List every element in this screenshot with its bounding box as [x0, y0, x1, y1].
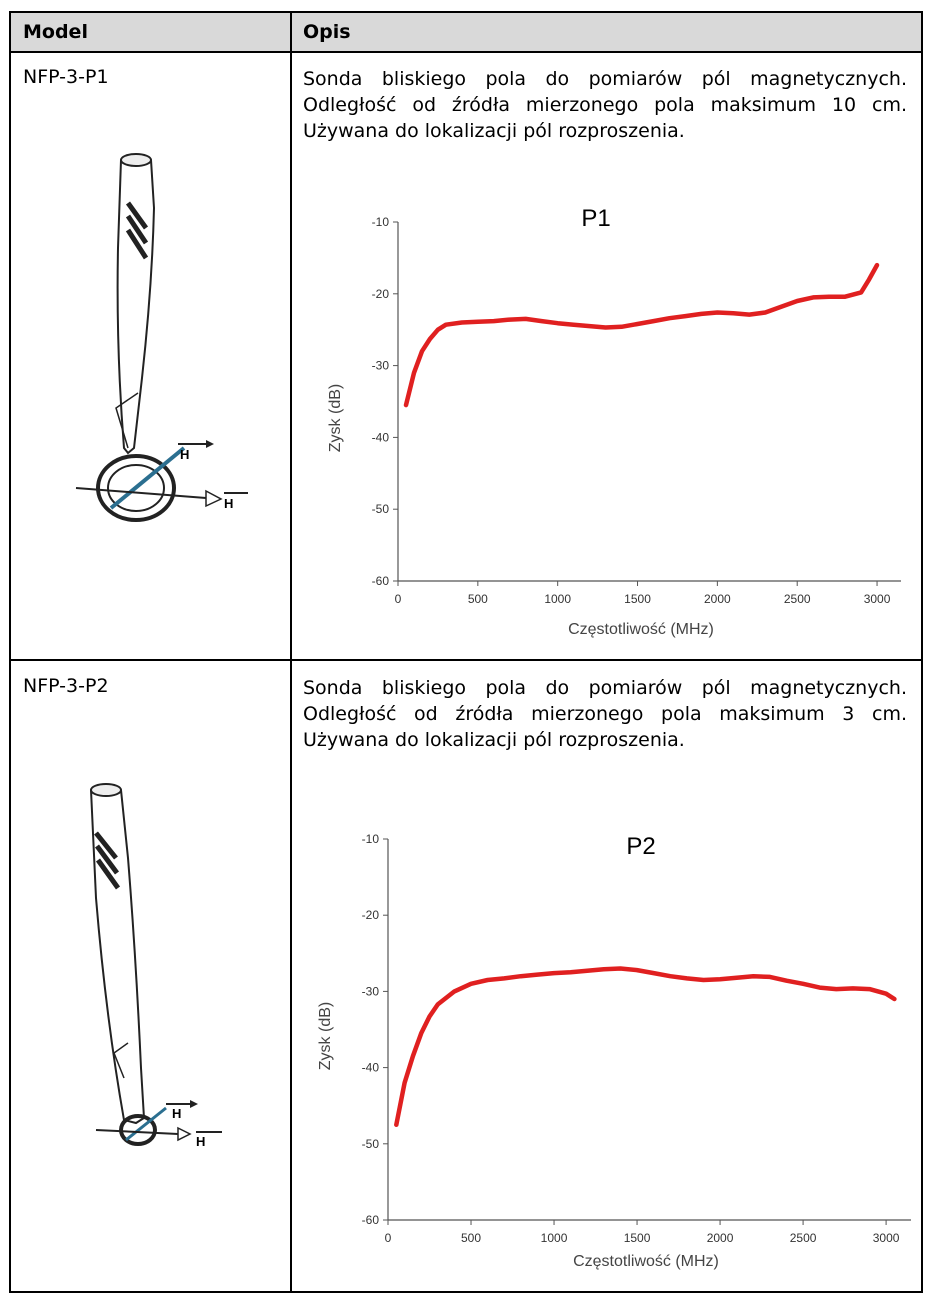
- x-axis-label: Częstotliwość (MHz): [573, 1253, 719, 1270]
- x-tick-label: 1500: [624, 1231, 651, 1245]
- probe-loop: [95, 1100, 198, 1146]
- probe-handle: [89, 783, 146, 1125]
- row-2-description: Sonda bliskiego pola do pomiarów pól mag…: [303, 677, 907, 751]
- x-tick-label: 1000: [541, 1231, 568, 1245]
- probe-loop: [75, 440, 223, 522]
- x-tick-label: 0: [385, 1231, 392, 1245]
- y-tick-label: -60: [362, 1213, 380, 1227]
- x-tick-label: 2000: [704, 592, 731, 606]
- chart-title: P1: [581, 205, 610, 232]
- y-axis-label: Zysk (dB): [317, 1002, 334, 1070]
- y-axis-label: Zysk (dB): [327, 384, 344, 452]
- chart-p1: P1 Zysk (dB) Częstotliwość (MHz) -10-20-…: [327, 205, 901, 638]
- x-axis-label: Częstotliwość (MHz): [568, 621, 714, 638]
- y-tick-label: -20: [362, 908, 380, 922]
- x-tick-label: 1500: [624, 592, 651, 606]
- x-tick-label: 500: [468, 592, 488, 606]
- x-tick-label: 2000: [707, 1231, 734, 1245]
- column-divider: [290, 13, 292, 1291]
- row-1-description: Sonda bliskiego pola do pomiarów pól mag…: [303, 68, 907, 142]
- y-tick-label: -50: [372, 502, 390, 516]
- x-tick-label: 0: [395, 592, 402, 606]
- field-label-h-side: H: [196, 1134, 205, 1149]
- y-tick-label: -30: [362, 984, 380, 998]
- header-model: Model: [23, 21, 88, 43]
- field-label-h-top: H: [180, 447, 189, 462]
- y-tick-label: -50: [362, 1137, 380, 1151]
- x-tick-label: 3000: [864, 592, 891, 606]
- field-label-h-top: H: [172, 1106, 181, 1121]
- y-tick-label: -40: [362, 1061, 380, 1075]
- chart-marks: -10 -20 -30 -40 -50 -60 0 500 1000 1500 2000 2500 30…: [362, 832, 911, 1245]
- y-tick-label: -10: [372, 215, 390, 229]
- x-tick-label: 500: [461, 1231, 481, 1245]
- probe-table: Model Opis NFP-3-P1 Sonda bliskiego pola…: [9, 11, 923, 1293]
- probe-p1-illustration: H H: [75, 153, 248, 522]
- header-description: Opis: [303, 21, 351, 43]
- y-tick-label: -10: [362, 832, 380, 846]
- probe-handle: [115, 153, 156, 455]
- row-divider: [11, 659, 921, 661]
- chart-title: P2: [626, 833, 655, 860]
- table-header-row: Model Opis: [11, 13, 921, 53]
- row-2-model: NFP-3-P2: [23, 675, 109, 697]
- y-tick-label: -20: [372, 287, 390, 301]
- y-tick-label: -40: [372, 430, 390, 444]
- chart-marks: -10 -20 -30 -40 -50 -60 0 500 1000 1500 2000 2500 30…: [372, 215, 901, 606]
- series-line: [394, 966, 897, 1128]
- x-tick-label: 1000: [544, 592, 571, 606]
- row-1-model: NFP-3-P1: [23, 66, 109, 88]
- y-tick-label: -60: [372, 574, 390, 588]
- probe-p2-illustration: H H: [89, 783, 222, 1149]
- field-label-h-side: H: [224, 496, 233, 511]
- series-line: [403, 262, 880, 408]
- x-tick-label: 2500: [784, 592, 811, 606]
- x-tick-label: 2500: [790, 1231, 817, 1245]
- chart-p2: P2 Zysk (dB) Częstotliwość (MHz) -10-20-…: [317, 832, 911, 1270]
- x-tick-label: 3000: [873, 1231, 900, 1245]
- y-tick-label: -30: [372, 359, 390, 373]
